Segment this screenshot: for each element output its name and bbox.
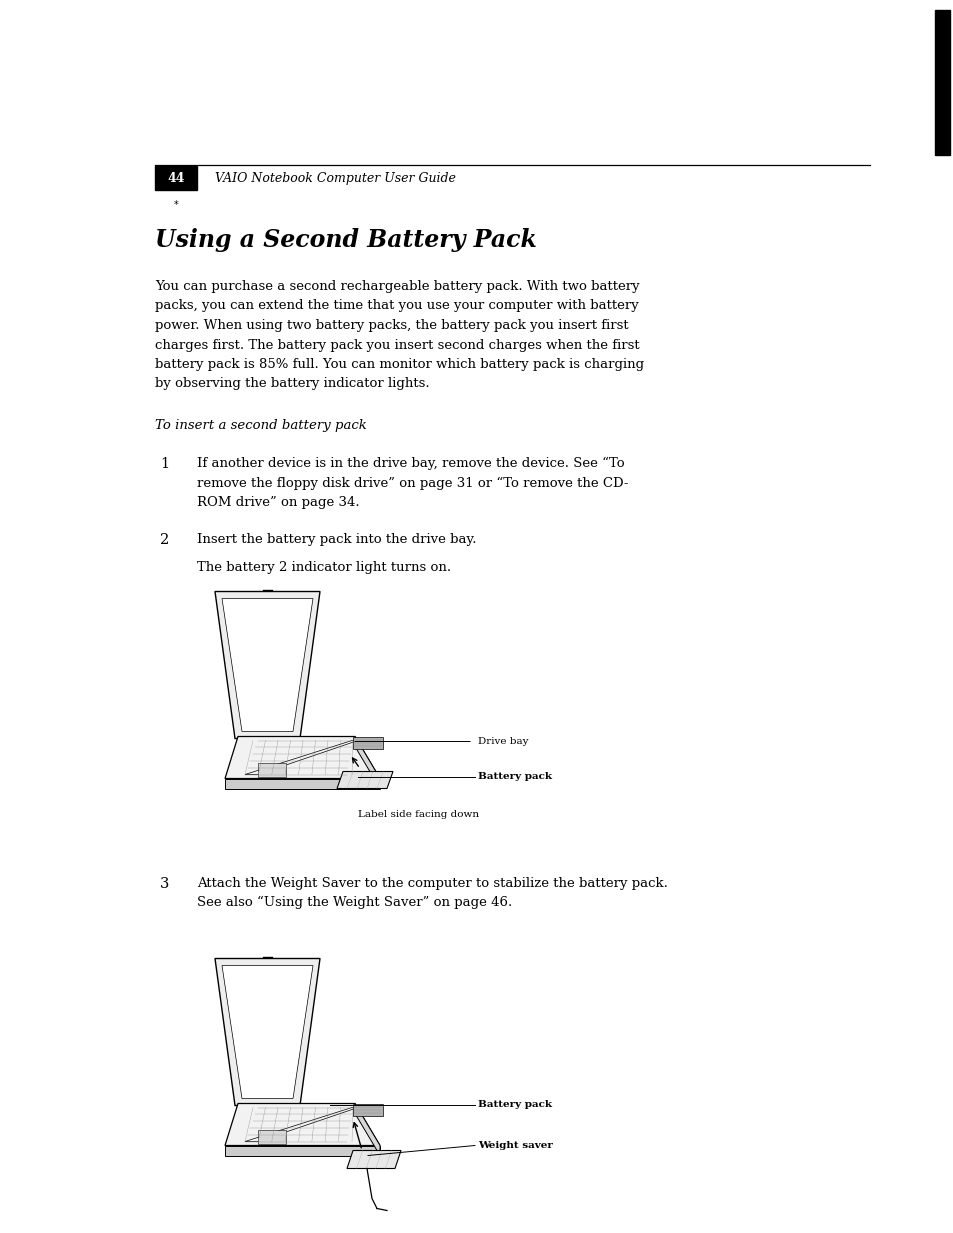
Bar bbox=[154, 166, 196, 190]
Polygon shape bbox=[214, 958, 319, 1106]
Text: Drive bay: Drive bay bbox=[477, 737, 528, 746]
Text: packs, you can extend the time that you use your computer with battery: packs, you can extend the time that you … bbox=[154, 300, 639, 312]
Polygon shape bbox=[222, 598, 313, 731]
Polygon shape bbox=[225, 736, 379, 778]
Text: Attach the Weight Saver to the computer to stabilize the battery pack.: Attach the Weight Saver to the computer … bbox=[196, 877, 667, 889]
Polygon shape bbox=[355, 736, 379, 788]
Text: Battery pack: Battery pack bbox=[477, 772, 552, 780]
Polygon shape bbox=[347, 1150, 400, 1169]
Text: remove the floppy disk drive” on page 31 or “To remove the CD-: remove the floppy disk drive” on page 31… bbox=[196, 476, 628, 490]
Polygon shape bbox=[225, 1104, 379, 1145]
Bar bbox=[257, 1129, 286, 1143]
Text: The battery 2 indicator light turns on.: The battery 2 indicator light turns on. bbox=[196, 561, 451, 575]
Text: If another device is in the drive bay, remove the device. See “To: If another device is in the drive bay, r… bbox=[196, 457, 624, 470]
Text: 1: 1 bbox=[160, 457, 169, 471]
Text: ROM drive” on page 34.: ROM drive” on page 34. bbox=[196, 496, 359, 509]
Bar bbox=[353, 736, 382, 748]
Text: Insert the battery pack into the drive bay.: Insert the battery pack into the drive b… bbox=[196, 534, 476, 546]
Polygon shape bbox=[214, 592, 319, 739]
Text: Battery pack: Battery pack bbox=[477, 1100, 552, 1108]
Text: 44: 44 bbox=[167, 171, 185, 185]
Polygon shape bbox=[225, 778, 379, 788]
Polygon shape bbox=[222, 965, 313, 1099]
Text: Using a Second Battery Pack: Using a Second Battery Pack bbox=[154, 228, 537, 252]
Polygon shape bbox=[336, 772, 393, 788]
Text: 2: 2 bbox=[160, 534, 169, 547]
Text: See also “Using the Weight Saver” on page 46.: See also “Using the Weight Saver” on pag… bbox=[196, 896, 512, 909]
Text: You can purchase a second rechargeable battery pack. With two battery: You can purchase a second rechargeable b… bbox=[154, 280, 639, 293]
Text: *: * bbox=[173, 200, 178, 210]
Text: Label side facing down: Label side facing down bbox=[357, 810, 478, 819]
Polygon shape bbox=[355, 1104, 379, 1155]
Bar bbox=[934, 10, 949, 155]
Text: battery pack is 85% full. You can monitor which battery pack is charging: battery pack is 85% full. You can monito… bbox=[154, 358, 643, 371]
Text: 3: 3 bbox=[160, 877, 170, 890]
Bar bbox=[353, 1104, 382, 1116]
Bar bbox=[257, 762, 286, 777]
Polygon shape bbox=[225, 1145, 379, 1155]
Text: power. When using two battery packs, the battery pack you insert first: power. When using two battery packs, the… bbox=[154, 319, 628, 332]
Text: To insert a second battery pack: To insert a second battery pack bbox=[154, 419, 366, 432]
Text: charges first. The battery pack you insert second charges when the first: charges first. The battery pack you inse… bbox=[154, 339, 639, 351]
Text: by observing the battery indicator lights.: by observing the battery indicator light… bbox=[154, 377, 429, 391]
Text: Weight saver: Weight saver bbox=[477, 1141, 553, 1150]
Text: VAIO Notebook Computer User Guide: VAIO Notebook Computer User Guide bbox=[214, 171, 456, 185]
